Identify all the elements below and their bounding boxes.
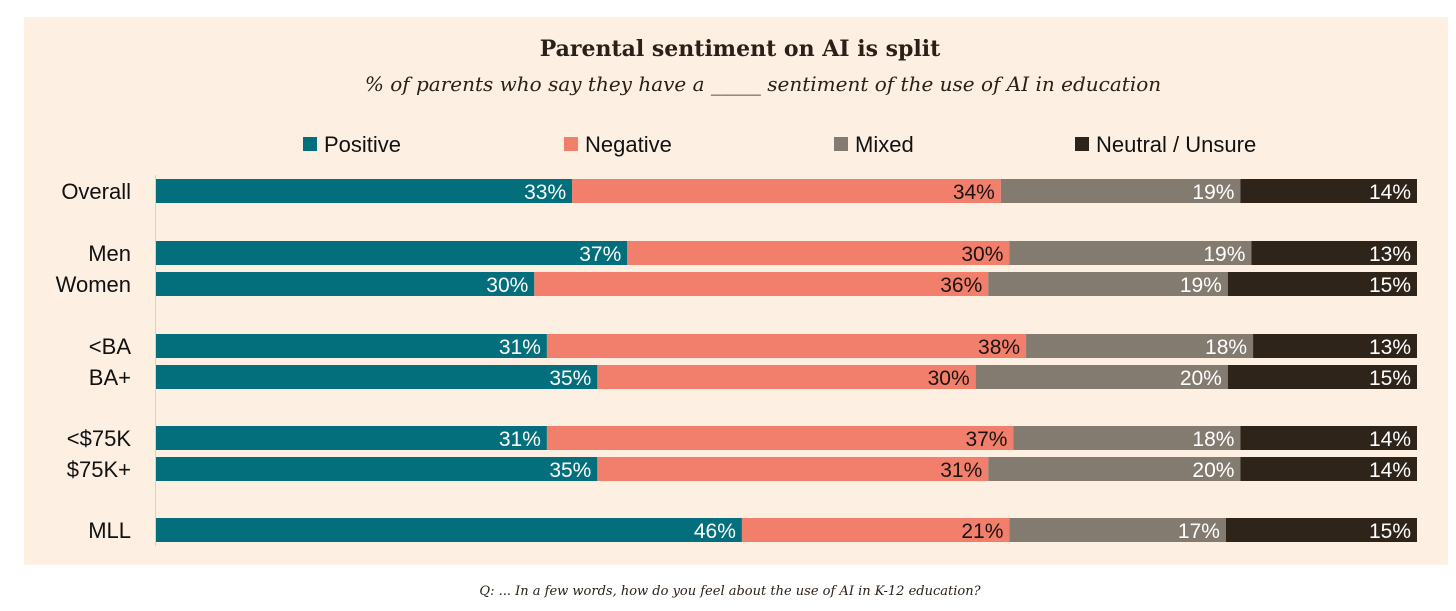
bar-segment-neutral-unsure bbox=[1227, 272, 1417, 296]
bar-segment-positive bbox=[156, 518, 742, 542]
data-label: 30% bbox=[961, 243, 1003, 266]
bar-row: Women 30% 36% 19% 15% bbox=[56, 272, 1417, 297]
data-label: 37% bbox=[579, 243, 621, 266]
legend-swatch bbox=[303, 137, 317, 151]
bar-segment-positive bbox=[156, 457, 598, 481]
bar-segment-negative bbox=[572, 179, 1001, 203]
bar-row: <BA 31% 38% 18% 13% bbox=[89, 334, 1417, 359]
bar-segment-positive bbox=[156, 426, 547, 450]
category-label: MLL bbox=[88, 518, 131, 543]
bar-segment-neutral-unsure bbox=[1227, 365, 1417, 389]
question-note: Q: ... In a few words, how do you feel a… bbox=[479, 584, 981, 599]
data-label: 30% bbox=[928, 367, 970, 390]
data-label: 36% bbox=[940, 274, 982, 297]
data-label: 31% bbox=[499, 336, 541, 359]
bar-segment-positive bbox=[156, 272, 535, 296]
bar-segment-mixed bbox=[1000, 179, 1241, 203]
bar-row: Men 37% 30% 19% 13% bbox=[88, 241, 1417, 266]
data-label: 46% bbox=[694, 520, 736, 543]
bar-row: Overall 33% 34% 19% 14% bbox=[61, 179, 1417, 204]
bar-segment-negative bbox=[597, 457, 989, 481]
legend-swatch bbox=[564, 137, 578, 151]
bar-row: $75K+ 35% 31% 20% 14% bbox=[67, 457, 1417, 482]
bar-row: BA+ 35% 30% 20% 15% bbox=[89, 365, 1417, 390]
bar-segment-neutral-unsure bbox=[1251, 241, 1417, 265]
bar-segment-neutral-unsure bbox=[1240, 457, 1417, 481]
legend: Positive Negative Mixed Neutral / Unsure bbox=[303, 132, 1256, 157]
data-label: 20% bbox=[1192, 459, 1234, 482]
bar-segment-negative bbox=[534, 272, 989, 296]
bar-segment-positive bbox=[156, 365, 598, 389]
data-label: 15% bbox=[1369, 520, 1411, 543]
data-label: 18% bbox=[1192, 428, 1234, 451]
category-label: Overall bbox=[61, 179, 131, 204]
data-label: 14% bbox=[1369, 428, 1411, 451]
bar-segment-mixed bbox=[1009, 241, 1252, 265]
data-label: 21% bbox=[961, 520, 1003, 543]
bar-row: MLL 46% 21% 17% 15% bbox=[88, 518, 1417, 543]
chart-title: Parental sentiment on AI is split bbox=[540, 36, 941, 62]
bar-segment-negative bbox=[741, 518, 1010, 542]
category-label: Men bbox=[88, 241, 131, 266]
data-label: 13% bbox=[1369, 336, 1411, 359]
bar-segment-neutral-unsure bbox=[1225, 518, 1417, 542]
data-label: 14% bbox=[1369, 181, 1411, 204]
data-label: 13% bbox=[1369, 243, 1411, 266]
category-label: BA+ bbox=[89, 365, 131, 390]
bar-segment-positive bbox=[156, 334, 547, 358]
bar-segment-mixed bbox=[1009, 518, 1226, 542]
data-label: 19% bbox=[1180, 274, 1222, 297]
bar-segment-mixed bbox=[1026, 334, 1254, 358]
data-label: 35% bbox=[549, 459, 591, 482]
data-label: 17% bbox=[1178, 520, 1220, 543]
legend-label: Neutral / Unsure bbox=[1096, 132, 1256, 157]
legend-label: Positive bbox=[324, 132, 401, 157]
category-label: <$75K bbox=[67, 426, 132, 451]
data-label: 30% bbox=[486, 274, 528, 297]
data-label: 37% bbox=[965, 428, 1007, 451]
legend-item-negative: Negative bbox=[564, 132, 672, 157]
data-label: 15% bbox=[1369, 367, 1411, 390]
data-label: 15% bbox=[1369, 274, 1411, 297]
bars: Overall 33% 34% 19% 14% Men 37% 30% 19% 13% Women 3… bbox=[56, 179, 1417, 543]
bar-segment-neutral-unsure bbox=[1253, 334, 1417, 358]
data-label: 33% bbox=[524, 181, 566, 204]
bar-segment-negative bbox=[546, 334, 1027, 358]
chart-subtitle: % of parents who say they have a _____ s… bbox=[365, 72, 1161, 96]
legend-label: Mixed bbox=[855, 132, 914, 157]
bar-segment-mixed bbox=[975, 365, 1228, 389]
category-label: <BA bbox=[89, 334, 132, 359]
bar-segment-mixed bbox=[988, 272, 1228, 296]
category-label: $75K+ bbox=[67, 457, 131, 482]
legend-item-neutral-unsure: Neutral / Unsure bbox=[1075, 132, 1256, 157]
bar-segment-negative bbox=[546, 426, 1014, 450]
data-label: 35% bbox=[549, 367, 591, 390]
legend-label: Negative bbox=[585, 132, 672, 157]
bar-row: <$75K 31% 37% 18% 14% bbox=[67, 426, 1417, 451]
data-label: 31% bbox=[940, 459, 982, 482]
bar-segment-positive bbox=[156, 241, 628, 265]
bar-segment-mixed bbox=[1013, 426, 1241, 450]
data-label: 20% bbox=[1180, 367, 1222, 390]
data-label: 14% bbox=[1369, 459, 1411, 482]
data-label: 19% bbox=[1203, 243, 1245, 266]
data-label: 38% bbox=[978, 336, 1020, 359]
bar-segment-positive bbox=[156, 179, 573, 203]
data-label: 34% bbox=[953, 181, 995, 204]
data-label: 19% bbox=[1192, 181, 1234, 204]
legend-swatch bbox=[1075, 137, 1089, 151]
bar-segment-neutral-unsure bbox=[1240, 426, 1417, 450]
category-label: Women bbox=[56, 272, 131, 297]
legend-item-mixed: Mixed bbox=[834, 132, 914, 157]
bar-segment-mixed bbox=[988, 457, 1241, 481]
bar-segment-negative bbox=[597, 365, 976, 389]
legend-item-positive: Positive bbox=[303, 132, 401, 157]
data-label: 18% bbox=[1205, 336, 1247, 359]
legend-swatch bbox=[834, 137, 848, 151]
bar-segment-negative bbox=[627, 241, 1010, 265]
bar-segment-neutral-unsure bbox=[1240, 179, 1417, 203]
data-label: 31% bbox=[499, 428, 541, 451]
